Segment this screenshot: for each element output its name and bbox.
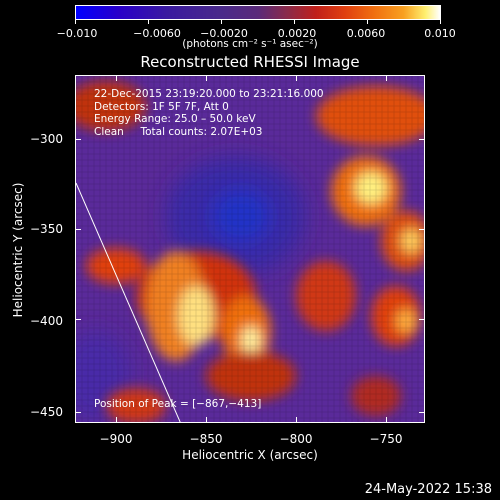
y-tick-label: −450 — [30, 405, 63, 419]
energy-range: Energy Range: 25.0 – 50.0 keV — [94, 113, 256, 125]
detectors: Detectors: 1F 5F 7F, Att 0 — [94, 100, 229, 113]
x-tick-label: −750 — [369, 432, 403, 446]
y-tick-label: −400 — [30, 314, 63, 328]
y-tick-label: −350 — [30, 222, 63, 236]
colorbar-tick-label: −0.0020 — [200, 27, 248, 40]
x-axis-label: Heliocentric X (arcsec) — [182, 448, 318, 462]
colorbar-tick-label: 0.0060 — [346, 27, 386, 40]
time-range: 22-Dec-2015 23:19:20.000 to 23:21:16.000 — [94, 88, 324, 100]
peak-position: Position of Peak = [−867,−413] — [94, 398, 262, 410]
colorbar-tick-label: 0.010 — [424, 27, 456, 40]
datestamp: 24-May-2022 15:38 — [364, 482, 492, 497]
clean-total-counts: Clean Total counts: 2.07E+03 — [94, 125, 263, 138]
y-tick-label: −300 — [30, 132, 63, 146]
observation-info: 22-Dec-2015 23:19:20.000 to 23:21:16.000… — [94, 88, 324, 138]
colorbar-tick-label: −0.010 — [56, 27, 98, 40]
x-tick-label: −850 — [189, 432, 223, 446]
y-axis-label: Heliocentric Y (arcsec) — [11, 182, 25, 318]
image-title: Reconstructed RHESSI Image — [140, 53, 360, 71]
colorbar — [75, 5, 441, 20]
x-tick-label: −800 — [279, 432, 313, 446]
rhessi-image-canvas — [76, 76, 424, 422]
colorbar-tick-label: −0.0060 — [133, 27, 181, 40]
colorbar-tick-label: 0.0020 — [277, 27, 317, 40]
colorbar-units: (photons cm⁻² s⁻¹ asec⁻²) — [182, 38, 318, 50]
rhessi-image — [75, 75, 425, 423]
solar-limb-line — [76, 182, 181, 422]
x-tick-label: −900 — [99, 432, 133, 446]
